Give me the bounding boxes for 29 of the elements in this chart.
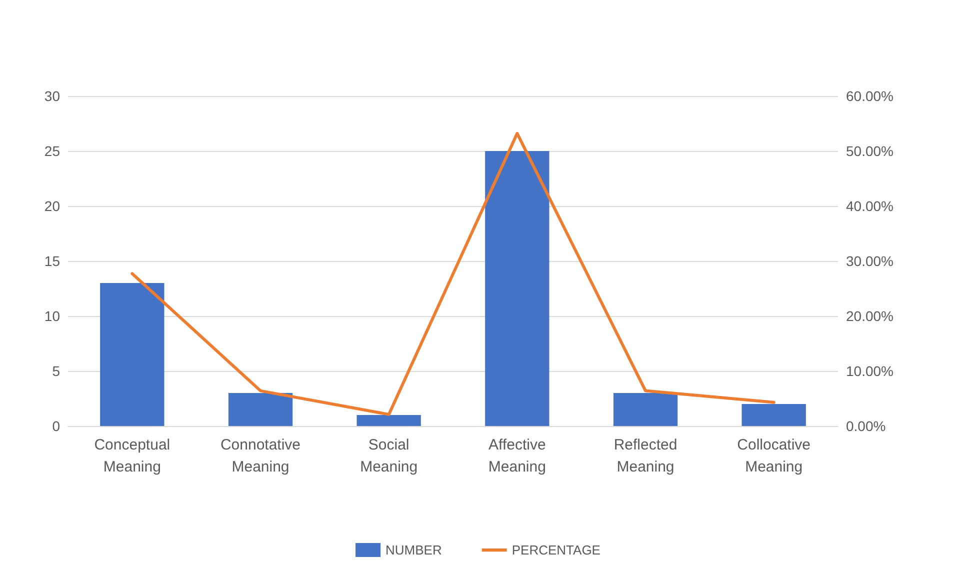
bar [742, 404, 806, 426]
x-tick-label: Conceptual Meaning [94, 436, 170, 476]
y-tick-label: 15 [44, 253, 60, 269]
x-tick-label: Reflected Meaning [614, 436, 678, 476]
y2-tick-label: 60.00% [846, 88, 894, 104]
y2-tick-label: 40.00% [846, 198, 894, 214]
bar [485, 151, 550, 426]
bar [228, 393, 293, 426]
y-tick-label: 25 [44, 143, 60, 159]
bar [613, 393, 678, 426]
y-tick-label: 0 [52, 418, 60, 434]
bar [100, 283, 164, 426]
line-series [130, 132, 776, 416]
y2-tick-label: 10.00% [846, 363, 894, 379]
legend-label: PERCENTAGE [512, 542, 601, 558]
y2-tick-label: 0.00% [846, 418, 886, 434]
y-tick-label: 30 [44, 88, 60, 104]
y-tick-label: 10 [44, 308, 60, 324]
x-tick-label: Collocative Meaning [737, 436, 811, 476]
x-tick-label: Affective Meaning [488, 436, 546, 476]
y2-tick-label: 50.00% [846, 143, 894, 159]
y2-tick-label: 30.00% [846, 253, 894, 269]
y-tick-label: 20 [44, 198, 60, 214]
bar [356, 415, 421, 426]
legend-label: NUMBER [386, 542, 442, 558]
y2-tick-label: 20.00% [846, 308, 894, 324]
x-tick-label: Social Meaning [360, 436, 418, 476]
x-tick-label: Connotative Meaning [220, 436, 301, 476]
y-tick-label: 5 [52, 363, 60, 379]
